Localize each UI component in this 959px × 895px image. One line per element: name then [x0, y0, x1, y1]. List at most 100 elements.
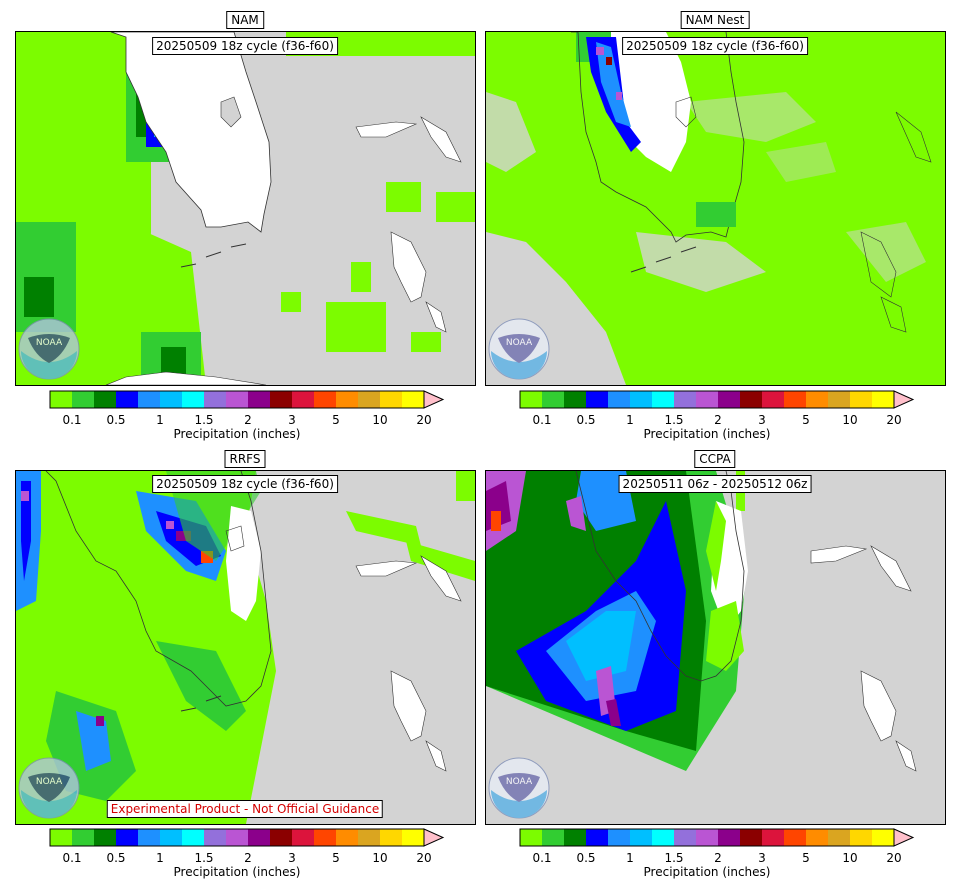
colorbar-segment — [718, 829, 740, 846]
colorbar-segment — [94, 829, 116, 846]
panel-title: CCPA — [694, 450, 736, 468]
noaa-logo: NOAA — [18, 757, 80, 819]
colorbar-segment — [248, 829, 270, 846]
colorbar-segment — [828, 391, 850, 408]
colorbar-tick-label: 3 — [288, 851, 296, 865]
colorbar-segment — [652, 829, 674, 846]
colorbar-segment — [630, 829, 652, 846]
colorbar-segment — [226, 391, 248, 408]
map-nam-nest — [485, 31, 946, 386]
colorbar-segment — [850, 391, 872, 408]
map-ccpa — [485, 470, 946, 825]
colorbar-tick-label: 1 — [156, 851, 164, 865]
colorbar-segment — [72, 829, 94, 846]
colorbar-tick-label: 5 — [802, 851, 810, 865]
colorbar-tick-label: 0.1 — [532, 413, 552, 427]
colorbar-segment — [784, 829, 806, 846]
colorbar-segment — [872, 391, 894, 408]
colorbar-segment — [116, 829, 138, 846]
svg-text:NOAA: NOAA — [36, 777, 63, 787]
colorbar-tick-label: 20 — [886, 413, 902, 427]
colorbar-extend-arrow — [423, 390, 445, 409]
colorbar-segment — [630, 391, 652, 408]
panel-title: RRFS — [224, 450, 266, 468]
colorbar-tick-label: 1 — [626, 413, 634, 427]
colorbar: 0.1 0.5 1 1.5 2 3 5 10 20 Precipitation (inches) — [519, 390, 915, 441]
colorbar-segment — [696, 391, 718, 408]
colorbar-segment — [784, 391, 806, 408]
svg-text:NOAA: NOAA — [506, 777, 533, 787]
colorbar-tick-label: 0.1 — [532, 851, 552, 865]
colorbar-label: Precipitation (inches) — [173, 865, 301, 879]
colorbar: 0.1 0.5 1 1.5 2 3 5 10 20 Precipitation (inches) — [49, 828, 445, 879]
panel-title: NAM — [226, 11, 264, 29]
colorbar-segment — [50, 829, 72, 846]
colorbar-label: Precipitation (inches) — [643, 865, 771, 879]
colorbar-tick-label: 0.1 — [62, 413, 82, 427]
colorbar-segment — [586, 391, 608, 408]
cycle-label: 20250509 18z cycle (f36-f60) — [152, 475, 338, 493]
colorbar-tick-label: 20 — [416, 851, 432, 865]
colorbar-segment — [182, 391, 204, 408]
noaa-logo: NOAA — [488, 757, 550, 819]
colorbar-segment — [402, 829, 424, 846]
colorbar-segment — [138, 829, 160, 846]
colorbar-extend-arrow — [893, 390, 915, 409]
colorbar-segment — [204, 391, 226, 408]
colorbar-segment — [520, 829, 542, 846]
colorbar-segment — [564, 391, 586, 408]
colorbar-segment — [358, 391, 380, 408]
colorbar: 0.1 0.5 1 1.5 2 3 5 10 20 Precipitation (inches) — [49, 390, 445, 441]
colorbar-tick-label: 3 — [758, 413, 766, 427]
cycle-label: 20250509 18z cycle (f36-f60) — [622, 37, 808, 55]
colorbar-tick-label: 10 — [372, 851, 388, 865]
colorbar-segment — [520, 391, 542, 408]
colorbar-tick-label: 1.5 — [194, 413, 214, 427]
colorbar-segment — [50, 391, 72, 408]
colorbar-segment — [762, 391, 784, 408]
colorbar-segment — [740, 829, 762, 846]
colorbar-segment — [850, 829, 872, 846]
colorbar-segment — [94, 391, 116, 408]
colorbar-swatches — [49, 390, 445, 409]
map-nam — [15, 31, 476, 386]
colorbar-swatches — [519, 390, 915, 409]
colorbar-segment — [762, 829, 784, 846]
colorbar-tick-label: 2 — [714, 413, 722, 427]
colorbar-tick-label: 1.5 — [194, 851, 214, 865]
colorbar-segment — [182, 829, 204, 846]
colorbar-tick-label: 1 — [156, 413, 164, 427]
colorbar-tick-label: 10 — [372, 413, 388, 427]
colorbar-segment — [248, 391, 270, 408]
colorbar-segment — [380, 391, 402, 408]
colorbar-segment — [226, 829, 248, 846]
colorbar-segment — [608, 829, 630, 846]
colorbar-segment — [72, 391, 94, 408]
colorbar-tick-label: 1.5 — [664, 851, 684, 865]
disclaimer: Experimental Product - Not Official Guid… — [106, 800, 384, 818]
colorbar-tick-label: 1.5 — [664, 413, 684, 427]
colorbar-segment — [696, 829, 718, 846]
colorbar-tick-label: 2 — [244, 413, 252, 427]
colorbar-segment — [204, 829, 226, 846]
colorbar-segment — [160, 829, 182, 846]
colorbar-tick-label: 5 — [802, 413, 810, 427]
colorbar-segment — [542, 829, 564, 846]
colorbar-tick-label: 0.5 — [576, 413, 596, 427]
colorbar-segment — [740, 391, 762, 408]
colorbar-segment — [564, 829, 586, 846]
colorbar-tick-label: 1 — [626, 851, 634, 865]
colorbar-tick-label: 5 — [332, 413, 340, 427]
colorbar-tick-label: 0.5 — [106, 851, 126, 865]
colorbar-segment — [314, 829, 336, 846]
colorbar-segment — [608, 391, 630, 408]
svg-text:NOAA: NOAA — [36, 338, 63, 348]
noaa-logo: NOAA — [18, 318, 80, 380]
colorbar-segment — [358, 829, 380, 846]
colorbar-tick-label: 0.5 — [106, 413, 126, 427]
colorbar-segment — [160, 391, 182, 408]
colorbar-segment — [402, 391, 424, 408]
colorbar-tick-label: 0.1 — [62, 851, 82, 865]
colorbar-segment — [314, 391, 336, 408]
colorbar-segment — [674, 829, 696, 846]
